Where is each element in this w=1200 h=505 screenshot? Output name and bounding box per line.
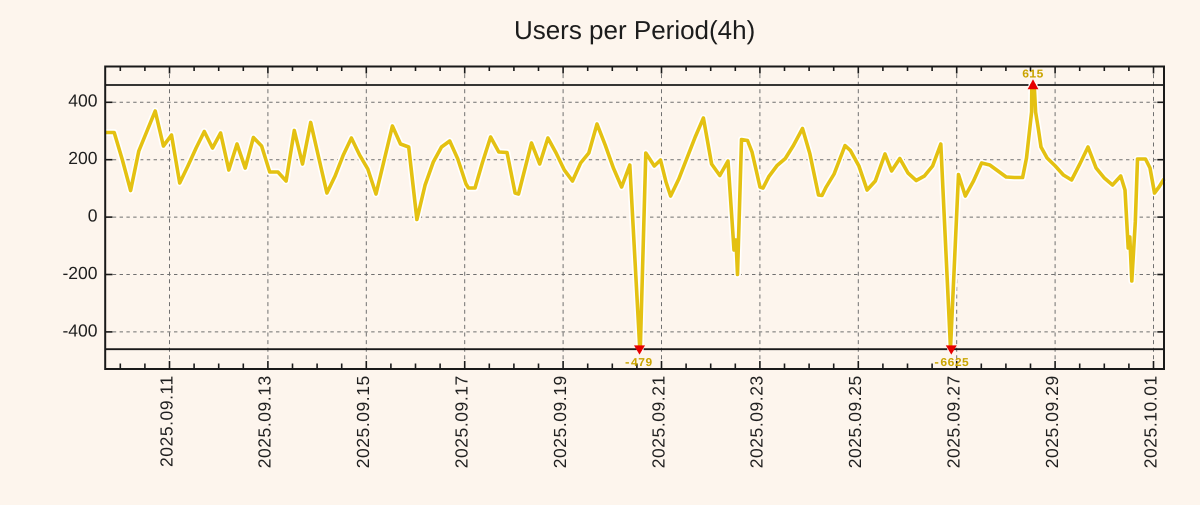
svg-text:2025.09.21: 2025.09.21 <box>648 375 668 468</box>
svg-text:2025.09.25: 2025.09.25 <box>845 375 865 468</box>
svg-text:2025.09.27: 2025.09.27 <box>944 375 964 468</box>
svg-text:Users per Period(4h): Users per Period(4h) <box>514 15 755 45</box>
svg-text:-400: -400 <box>62 320 97 340</box>
svg-text:2025.10.01: 2025.10.01 <box>1140 375 1160 468</box>
svg-text:615: 615 <box>1022 68 1044 82</box>
svg-text:2025.09.17: 2025.09.17 <box>452 375 472 468</box>
svg-text:2025.09.13: 2025.09.13 <box>255 375 275 468</box>
svg-text:-200: -200 <box>62 263 97 283</box>
svg-text:200: 200 <box>68 148 97 168</box>
svg-text:2025.09.23: 2025.09.23 <box>747 375 767 468</box>
svg-text:2025.09.19: 2025.09.19 <box>550 375 570 468</box>
svg-text:-6625: -6625 <box>933 356 969 370</box>
svg-text:-479: -479 <box>624 356 653 370</box>
svg-text:0: 0 <box>88 206 98 226</box>
svg-text:2025.09.11: 2025.09.11 <box>156 375 176 467</box>
svg-text:400: 400 <box>68 91 97 111</box>
svg-text:2025.09.15: 2025.09.15 <box>353 375 373 468</box>
svg-text:2025.09.29: 2025.09.29 <box>1042 375 1062 468</box>
